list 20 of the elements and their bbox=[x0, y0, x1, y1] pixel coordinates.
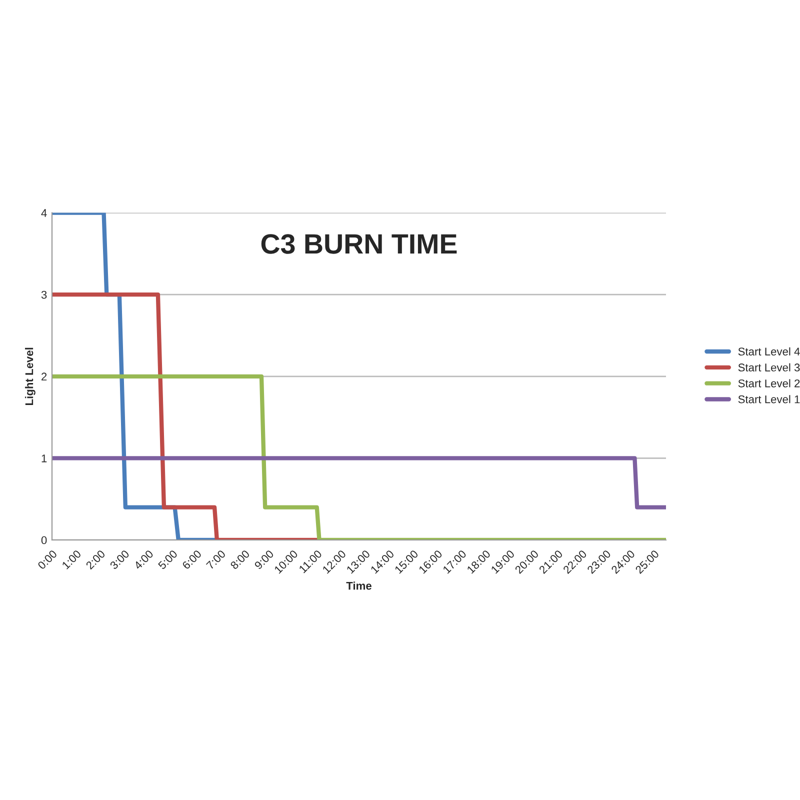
y-tick-label: 3 bbox=[41, 290, 47, 299]
x-tick-label: 4:00 bbox=[133, 550, 154, 570]
x-tick-label: 8:00 bbox=[230, 550, 250, 570]
x-axis-title: Time bbox=[346, 582, 372, 590]
legend-label: Start Level 4 bbox=[738, 347, 800, 356]
y-tick-label: 1 bbox=[42, 454, 47, 462]
y-axis-title: Light Level bbox=[25, 348, 36, 405]
legend-label: Start Level 3 bbox=[738, 363, 800, 372]
legend-label: Start Level 2 bbox=[738, 379, 800, 388]
y-tick-label: 2 bbox=[42, 372, 47, 380]
x-tick-label: 5:00 bbox=[158, 550, 178, 570]
y-tick-label: 4 bbox=[41, 209, 47, 217]
text: C3 BURN TIME bbox=[261, 234, 457, 254]
y-tick-label: 0 bbox=[41, 536, 47, 544]
x-tick-label: 3:00 bbox=[109, 550, 130, 570]
x-tick-label: 7:00 bbox=[206, 550, 226, 570]
x-tick-label: 0:00 bbox=[37, 550, 58, 570]
legend-label: Start Level 1 bbox=[738, 395, 800, 404]
x-tick-label: 9:00 bbox=[254, 550, 274, 570]
x-tick-label: 6:00 bbox=[182, 550, 202, 570]
